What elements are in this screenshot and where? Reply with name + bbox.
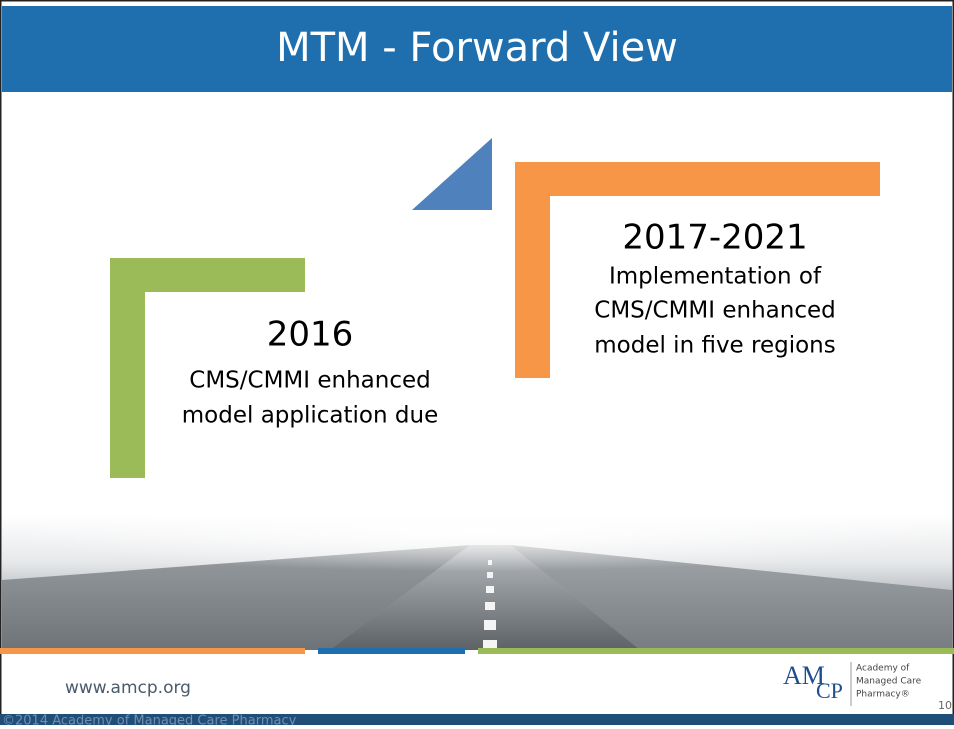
slide-title: MTM - Forward View (276, 25, 678, 71)
page-number: 10 (938, 699, 952, 712)
slide: MTM - Forward View 2016 CMS/CMMI enhance… (0, 0, 954, 725)
milestone-text: model application due (182, 403, 438, 429)
logo-text: Pharmacy® (856, 690, 910, 700)
footer-stripe (478, 648, 954, 654)
footer-url: www.amcp.org (65, 678, 191, 698)
copyright: ©2014 Academy of Managed Care Pharmacy (2, 714, 297, 726)
milestone-text: model in five regions (594, 333, 836, 359)
road-image (2, 515, 952, 650)
page: MTM - Forward View 2016 CMS/CMMI enhance… (0, 0, 954, 729)
milestone-year: 2016 (267, 315, 354, 355)
milestone-text: CMS/CMMI enhanced (594, 298, 835, 324)
orange-bracket-top (515, 162, 880, 196)
logo-mark: CP (816, 678, 843, 703)
footer-stripe (318, 648, 465, 654)
milestone-year: 2017-2021 (622, 218, 807, 258)
logo-text: Academy of (856, 664, 910, 674)
milestone-text: CMS/CMMI enhanced (189, 368, 430, 394)
footer-stripe (0, 648, 305, 654)
milestone-text: Implementation of (609, 264, 822, 290)
horizon-glow (2, 515, 952, 595)
logo-text: Managed Care (856, 677, 922, 687)
orange-bracket-side (515, 162, 550, 378)
green-bracket-side (110, 258, 145, 478)
